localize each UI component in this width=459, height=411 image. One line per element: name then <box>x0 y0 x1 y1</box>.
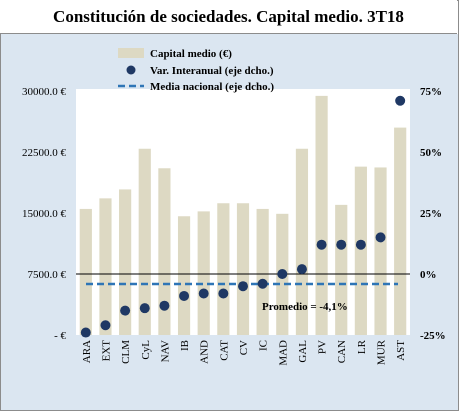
category-label: NAV <box>159 340 171 362</box>
category-label: IB <box>179 340 191 351</box>
category-label: ARA <box>81 340 93 363</box>
right-tick-label: 50% <box>420 147 442 159</box>
category-label: MUR <box>376 339 388 365</box>
data-point <box>395 95 406 106</box>
category-label: CV <box>238 340 250 355</box>
data-point <box>80 327 91 338</box>
bar <box>256 208 269 335</box>
bar <box>99 198 112 335</box>
data-point <box>120 305 131 316</box>
category-label: CLM <box>120 340 132 364</box>
category-label: IC <box>258 340 270 351</box>
category-label: AST <box>395 340 407 361</box>
left-tick-label: 30000.0 € <box>22 86 67 98</box>
data-point <box>277 269 288 279</box>
chart-title: Constitución de sociedades. Capital medi… <box>53 6 404 26</box>
category-label: CyL <box>140 340 152 360</box>
bar <box>79 208 92 335</box>
left-tick-label: - € <box>54 330 66 342</box>
data-point <box>198 288 209 299</box>
bar <box>374 167 387 335</box>
bar <box>315 95 328 335</box>
data-point <box>218 288 229 299</box>
data-point <box>257 278 268 289</box>
data-point <box>375 232 386 243</box>
right-tick-label: 75% <box>420 86 442 98</box>
category-label: CAN <box>336 340 348 363</box>
bar <box>119 189 132 335</box>
category-label: MAD <box>277 340 289 366</box>
legend-label: Capital medio (€) <box>150 48 232 60</box>
left-tick-label: 7500.0 € <box>28 269 67 281</box>
right-tick-label: 25% <box>420 208 442 220</box>
left-tick-label: 15000.0 € <box>22 208 67 220</box>
bar <box>236 203 250 335</box>
data-point <box>238 281 248 292</box>
category-label: GAL <box>297 340 309 363</box>
bar <box>158 168 171 335</box>
data-point <box>100 320 111 331</box>
average-annotation: Promedio = -4,1% <box>262 301 348 313</box>
legend-swatch-bar <box>118 48 144 58</box>
legend-label: Media nacional (eje dcho.) <box>150 81 274 93</box>
bar <box>177 216 191 335</box>
data-point <box>296 264 307 275</box>
category-label: LR <box>356 339 368 354</box>
right-tick-label: 0% <box>420 269 437 281</box>
bar <box>295 148 309 335</box>
bar <box>197 211 210 335</box>
data-point <box>159 300 170 311</box>
chart-title-box: Constitución de sociedades. Capital medi… <box>0 0 457 34</box>
legend-swatch-dot <box>126 65 136 75</box>
legend-label: Var. Interanual (eje dcho.) <box>150 65 274 77</box>
data-point <box>179 290 190 301</box>
data-point <box>316 239 327 250</box>
category-label: EXT <box>100 340 112 362</box>
category-label: PV <box>317 340 329 354</box>
bar <box>394 127 407 335</box>
bar <box>217 203 230 335</box>
right-tick-label: -25% <box>420 330 446 342</box>
left-tick-label: 22500.0 € <box>22 147 67 159</box>
category-label: CAT <box>218 340 230 361</box>
bar <box>138 148 151 335</box>
bar <box>335 204 348 335</box>
data-point <box>355 239 366 250</box>
category-label: AND <box>199 340 211 364</box>
data-point <box>139 303 150 314</box>
bar <box>354 166 367 335</box>
data-point <box>336 239 347 250</box>
